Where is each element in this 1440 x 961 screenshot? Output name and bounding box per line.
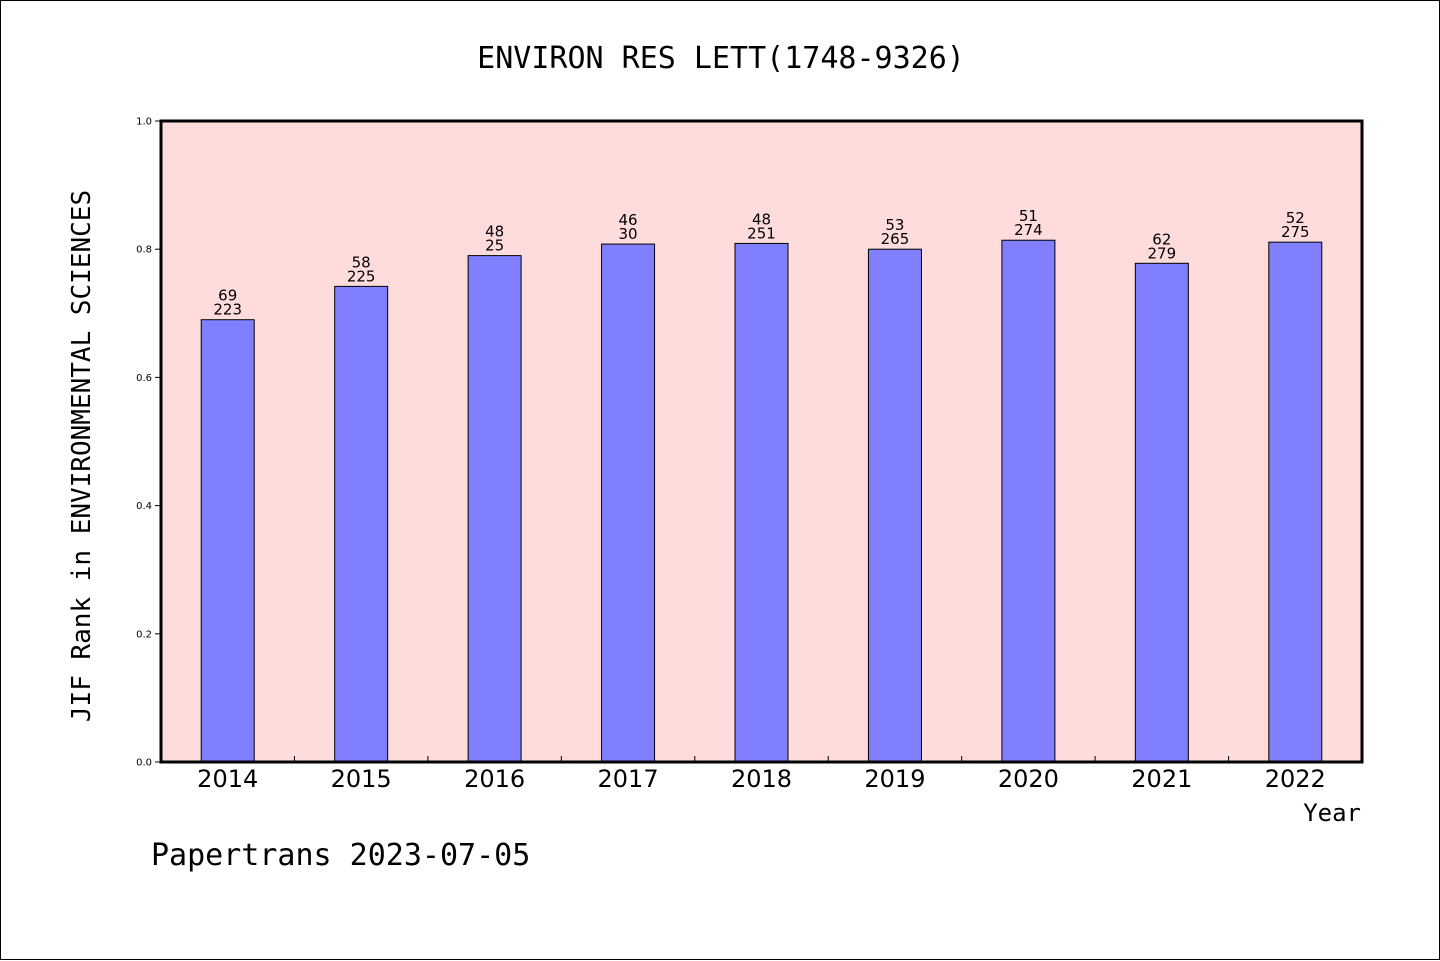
rank-label-2022: 52	[1286, 209, 1305, 227]
x-tick-label-2020: 2020	[998, 765, 1059, 793]
x-tick-label-2015: 2015	[331, 765, 392, 793]
total-label-2014: 223	[213, 301, 242, 319]
y-tick-label: 0.2	[136, 629, 152, 640]
bars-group	[200, 239, 1323, 763]
y-tick-label: 0.6	[136, 373, 152, 384]
rank-label-2020: 51	[1019, 207, 1038, 225]
x-tick-label-2021: 2021	[1131, 765, 1192, 793]
bar-2016	[467, 255, 522, 763]
rank-label-2019: 53	[885, 216, 904, 234]
footer-credit: Papertrans 2023-07-05	[151, 838, 530, 873]
x-tick-label-2018: 2018	[731, 765, 792, 793]
plot-border	[159, 119, 1364, 764]
total-label-2020: 274	[1014, 221, 1043, 239]
y-tick-label: 1.0	[136, 117, 152, 128]
bar-2015	[334, 285, 389, 763]
x-tick-label-2016: 2016	[464, 765, 525, 793]
chart-title: ENVIRON RES LETT(1748-9326)	[477, 41, 965, 76]
x-tick-label-2019: 2019	[864, 765, 925, 793]
total-label-2019: 265	[881, 230, 910, 248]
y-axis-label: JIF Rank in ENVIRONMENTAL SCIENCES	[67, 190, 97, 722]
total-label-2022: 275	[1281, 223, 1310, 241]
total-label-2015: 225	[347, 267, 376, 285]
y-axis-ticks: 0.0 0.2 0.4 0.6 0.8 1.0	[136, 117, 161, 769]
x-tick-label-2014: 2014	[197, 765, 258, 793]
rank-label-2014: 69	[218, 287, 237, 305]
total-label-2016: 25	[485, 237, 504, 255]
y-tick-label: 0.0	[136, 758, 152, 769]
bar-2020	[1001, 239, 1056, 763]
total-label-2017: 30	[619, 225, 638, 243]
rank-label-2018: 48	[752, 210, 771, 228]
rank-label-2015: 58	[352, 253, 371, 271]
rank-label-2021: 62	[1152, 230, 1171, 248]
total-label-2018: 251	[747, 224, 776, 242]
y-tick-label: 0.4	[136, 501, 152, 512]
x-tick-label-2022: 2022	[1265, 765, 1326, 793]
bar-2021	[1134, 262, 1189, 763]
bar-2022	[1268, 241, 1323, 763]
x-tick-label-2017: 2017	[598, 765, 659, 793]
bar-2018	[734, 242, 789, 763]
rank-label-2016: 48	[485, 223, 504, 241]
total-label-2021: 279	[1148, 244, 1177, 262]
rank-label-2017: 46	[619, 211, 638, 229]
y-tick-label: 0.8	[136, 245, 152, 256]
bar-2019	[867, 248, 922, 763]
x-axis-label: Year	[1303, 799, 1361, 827]
x-axis-ticks: 2014 2015 2016 2017 2018 2019 2020 2021 2022	[197, 756, 1326, 793]
bar-2017	[601, 243, 656, 763]
bar-2014	[200, 319, 255, 763]
